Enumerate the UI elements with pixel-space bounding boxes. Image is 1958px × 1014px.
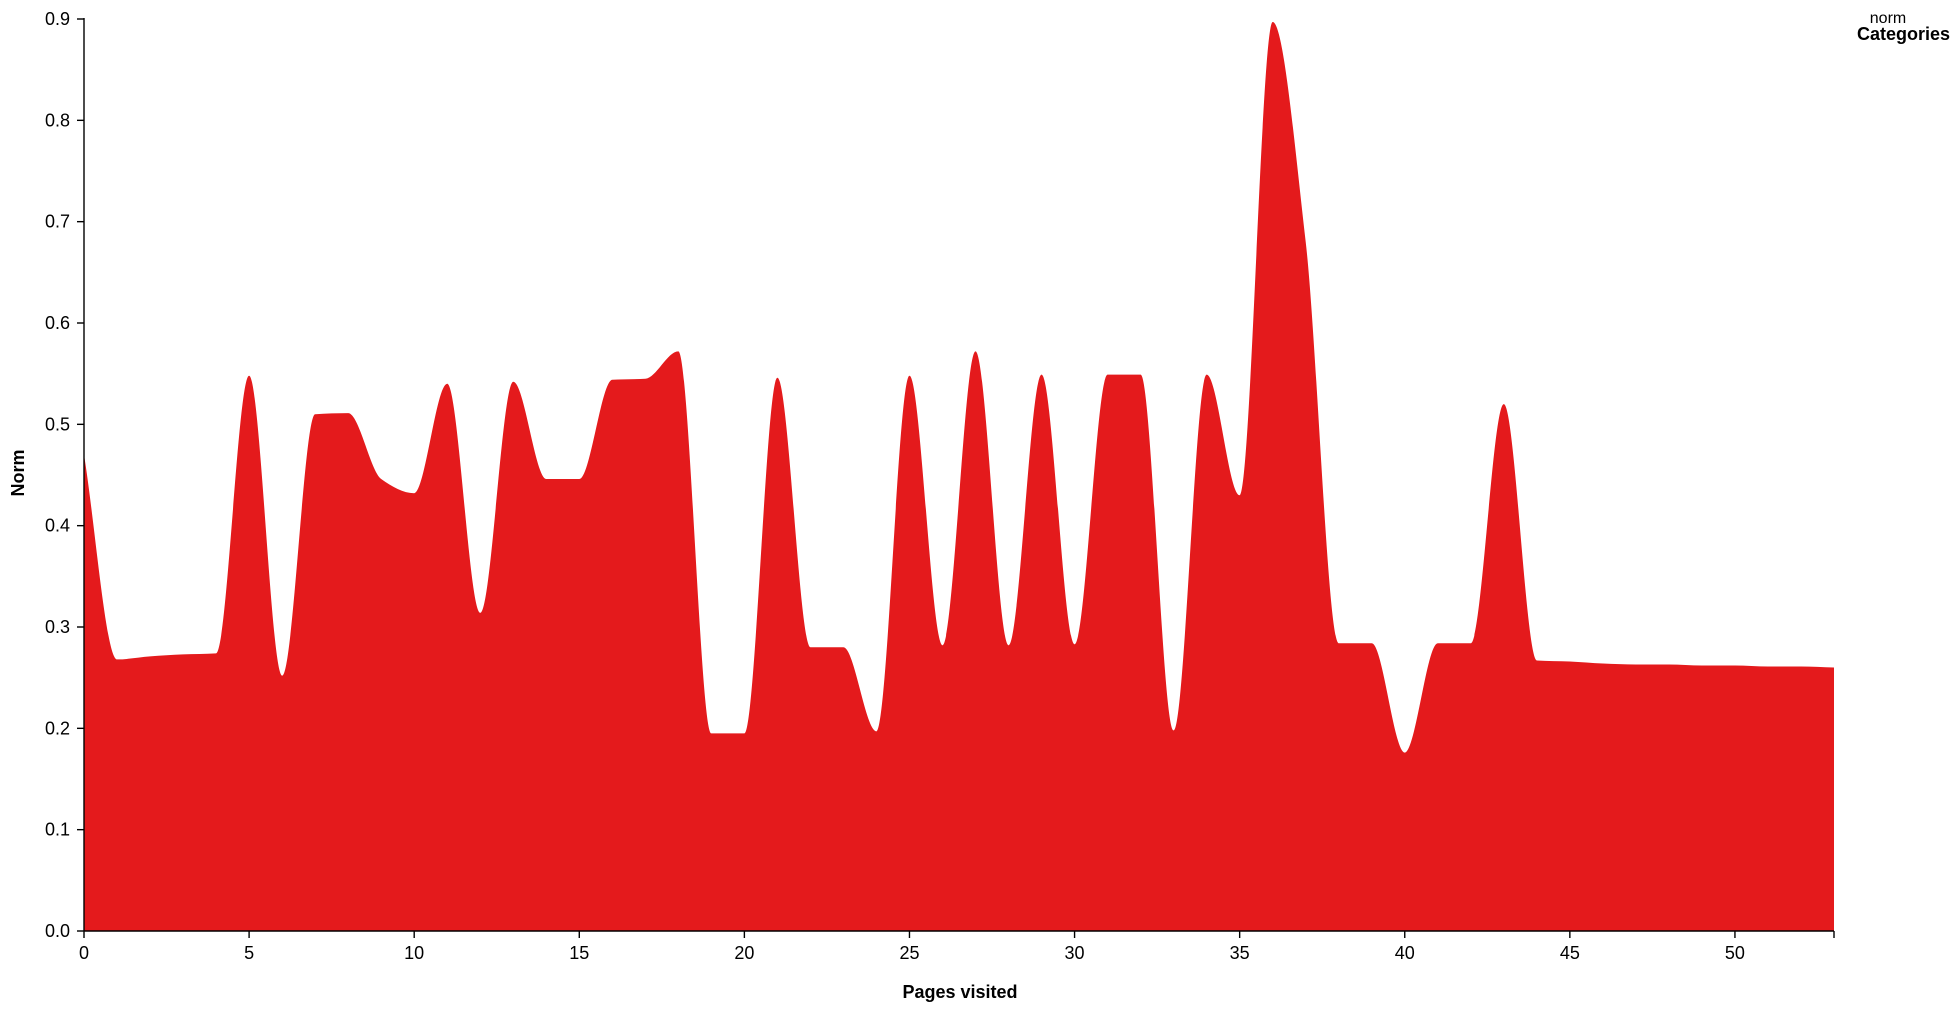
y-axis-title: Norm [8,449,28,496]
legend-series-label: norm [1870,10,1906,27]
x-tick-label: 25 [899,943,919,963]
x-tick-label: 40 [1395,943,1415,963]
x-tick-label: 20 [734,943,754,963]
y-tick-label: 0.8 [45,110,70,130]
legend: norm Categories [1857,10,1950,44]
x-tick-label: 5 [244,943,254,963]
x-axis-title: Pages visited [902,982,1017,1002]
x-tick-label: 0 [79,943,89,963]
y-tick-label: 0.5 [45,414,70,434]
y-tick-label: 0.1 [45,820,70,840]
y-tick-label: 0.0 [45,921,70,941]
axis-layer: 0.0 0.1 0.2 0.3 0.4 0.5 0.6 0.7 0.8 0.9 0 5 10 15 20 25… [45,9,1835,963]
y-tick-label: 0.6 [45,313,70,333]
area-layer [84,22,1834,932]
x-tick-label: 10 [404,943,424,963]
y-tick-label: 0.3 [45,617,70,637]
y-tick-label: 0.9 [45,9,70,29]
x-tick-label: 30 [1065,943,1085,963]
area-series-norm [84,22,1834,932]
y-tick-label: 0.2 [45,718,70,738]
legend-title: Categories [1857,24,1950,44]
x-tick-label: 50 [1725,943,1745,963]
x-tick-label: 35 [1230,943,1250,963]
y-tick-label: 0.7 [45,212,70,232]
x-tick-label: 15 [569,943,589,963]
y-tick-label: 0.4 [45,516,70,536]
x-tick-label: 45 [1560,943,1580,963]
